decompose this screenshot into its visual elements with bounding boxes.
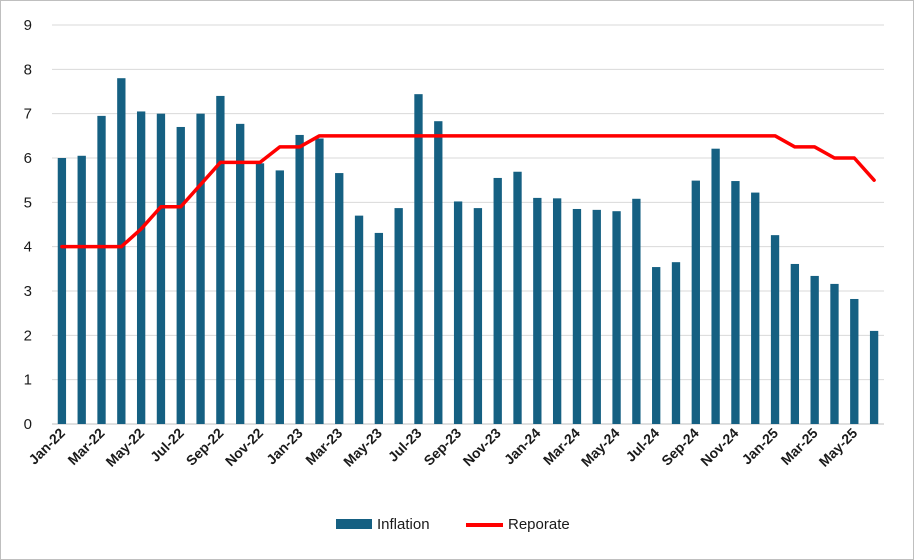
- bar-inflation: [117, 78, 126, 424]
- bar-inflation: [156, 113, 166, 425]
- bar-inflation: [136, 111, 146, 424]
- x-tick-label: Sep-24: [658, 425, 702, 469]
- y-tick-label: 6: [24, 150, 32, 167]
- x-tick-label: May-23: [340, 425, 385, 470]
- bar-inflation: [691, 180, 700, 424]
- x-tick-label: May-25: [816, 425, 861, 470]
- bar-inflation: [790, 263, 800, 424]
- bar-inflation: [552, 198, 562, 424]
- bar-inflation: [810, 275, 819, 424]
- bar-inflation: [354, 215, 364, 424]
- bar-inflation: [374, 232, 384, 424]
- y-tick-label: 2: [24, 327, 32, 344]
- bar-inflation: [850, 298, 859, 424]
- x-tick-label: Jan-25: [738, 425, 781, 468]
- legend: Inflation Reporate: [336, 516, 570, 533]
- x-tick-label: Nov-22: [222, 425, 266, 469]
- reporate-line: [60, 134, 876, 249]
- line-reporate: [60, 134, 876, 249]
- y-tick-label: 0: [24, 416, 32, 433]
- y-tick-label: 9: [24, 17, 32, 34]
- bar-inflation: [632, 198, 641, 424]
- y-tick-label: 1: [24, 372, 32, 389]
- bar-inflation: [711, 148, 720, 424]
- gridlines: [52, 24, 884, 425]
- x-tick-label: Sep-23: [420, 425, 464, 469]
- bar-inflation: [671, 262, 681, 424]
- bar-inflation: [652, 267, 661, 424]
- inflation-bars: [57, 78, 879, 425]
- bar-inflation: [216, 95, 225, 425]
- x-tick-label: Mar-23: [302, 425, 345, 468]
- x-tick-label: Mar-24: [540, 425, 583, 468]
- bar-inflation: [770, 235, 780, 424]
- y-tick-label: 3: [24, 283, 32, 300]
- bar-inflation: [830, 283, 839, 424]
- legend-label-inflation: Inflation: [377, 516, 430, 533]
- x-tick-label: May-24: [578, 425, 623, 470]
- bar-inflation: [473, 208, 483, 424]
- legend-label-reporate: Reporate: [508, 516, 570, 533]
- bar-inflation: [394, 208, 403, 424]
- x-tick-label: May-22: [102, 425, 147, 470]
- x-tick-label: Nov-23: [460, 425, 504, 469]
- bar-inflation: [97, 115, 106, 424]
- y-tick-label: 5: [24, 194, 32, 211]
- x-tick-label: Jan-23: [263, 425, 306, 468]
- y-tick-label: 8: [24, 61, 32, 78]
- x-tick-label: Mar-22: [64, 425, 107, 468]
- bar-inflation: [434, 121, 443, 424]
- bar-inflation: [612, 211, 621, 424]
- x-tick-label: Jan-24: [501, 425, 544, 468]
- bar-inflation: [57, 158, 67, 424]
- bar-inflation: [592, 209, 601, 424]
- bar-inflation: [572, 208, 582, 424]
- bar-inflation: [751, 192, 760, 424]
- x-tick-label: Jul-24: [622, 425, 662, 465]
- bar-inflation: [236, 123, 245, 425]
- y-axis: 0 1 2 3 4 5 6 7 8 9: [24, 17, 32, 433]
- bar-inflation: [255, 163, 265, 424]
- bar-inflation: [731, 181, 740, 424]
- x-tick-label: Mar-25: [778, 425, 821, 468]
- bar-inflation: [513, 171, 522, 424]
- x-tick-label: Nov-24: [697, 425, 741, 469]
- y-tick-label: 4: [24, 239, 32, 256]
- bar-inflation: [335, 173, 344, 424]
- x-tick-label: Jul-23: [385, 425, 425, 465]
- y-tick-label: 7: [24, 106, 32, 123]
- bar-inflation: [315, 138, 324, 425]
- bar-inflation: [77, 155, 86, 424]
- x-tick-label: Jul-22: [147, 425, 187, 465]
- bar-inflation: [176, 126, 185, 424]
- bar-inflation: [533, 197, 542, 424]
- bar-inflation: [196, 113, 205, 425]
- bar-inflation: [493, 177, 502, 424]
- bar-inflation: [275, 170, 284, 424]
- bar-inflation: [295, 134, 304, 424]
- bar-inflation: [453, 201, 463, 424]
- x-tick-label: Sep-22: [183, 425, 227, 469]
- bar-inflation: [869, 330, 879, 424]
- legend-swatch-inflation: [336, 519, 372, 529]
- bar-inflation: [414, 94, 423, 424]
